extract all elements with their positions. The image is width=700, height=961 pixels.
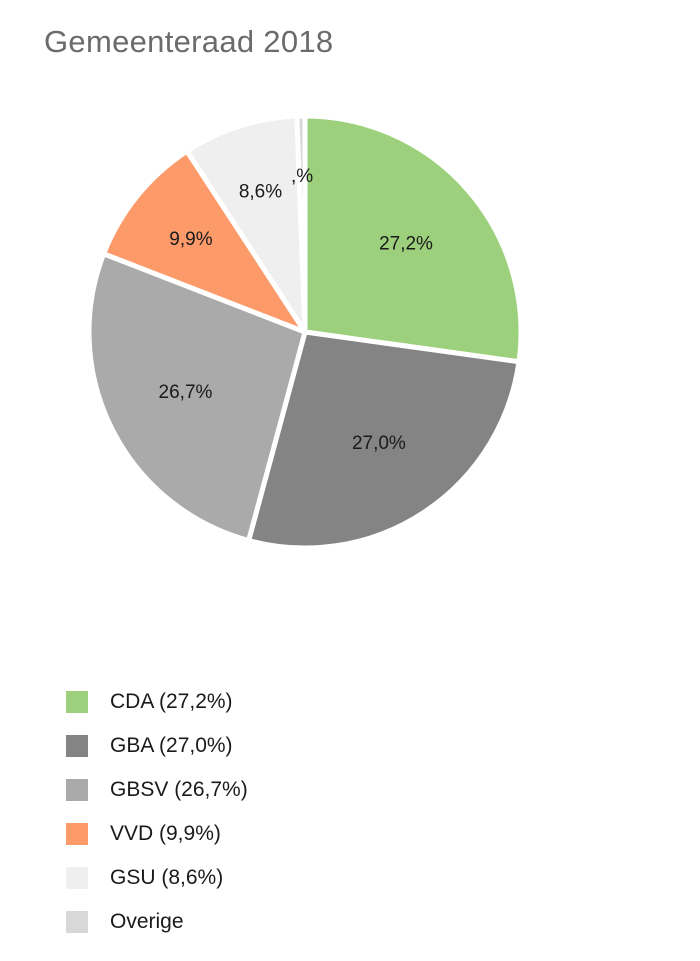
legend-label: GBA (27,0%) [110, 734, 233, 757]
legend-swatch [66, 735, 88, 757]
legend-item[interactable]: VVD (9,9%) [66, 812, 248, 856]
legend-label: GSU (8,6%) [110, 866, 224, 889]
legend-item[interactable]: CDA (27,2%) [66, 680, 248, 724]
legend-item[interactable]: GSU (8,6%) [66, 856, 248, 900]
pie-slice-cda[interactable] [302, 113, 524, 365]
legend-swatch [66, 779, 88, 801]
pie-chart: 27,2% 27,0% 26,7% 9,9% 8,6%,% [86, 113, 524, 551]
legend-swatch [66, 911, 88, 933]
chart-title: Gemeenteraad 2018 [44, 24, 334, 59]
pie-slice-gbsv[interactable] [86, 251, 308, 544]
slice-label-gbsv: 26,7% [159, 382, 213, 403]
pie-slice-vvd[interactable] [101, 148, 308, 335]
pie-slice-overige[interactable] [294, 113, 308, 335]
slice-label-gsu: 8,6% [239, 182, 282, 203]
legend-swatch [66, 823, 88, 845]
legend-swatch [66, 691, 88, 713]
legend-label: GBSV (26,7%) [110, 778, 248, 801]
legend-label: Overige [110, 910, 184, 933]
pie-slice-gba[interactable] [246, 329, 522, 551]
slice-label-vvd: 9,9% [169, 229, 212, 250]
legend-label: CDA (27,2%) [110, 690, 233, 713]
slice-label-gba: 27,0% [352, 433, 406, 454]
legend-item[interactable]: GBSV (26,7%) [66, 768, 248, 812]
slice-label-cda: 27,2% [379, 234, 433, 255]
legend: CDA (27,2%) GBA (27,0%) GBSV (26,7%) VVD (9… [66, 680, 248, 944]
legend-swatch [66, 867, 88, 889]
slice-label-overige: ,% [291, 166, 313, 187]
legend-label: VVD (9,9%) [110, 822, 221, 845]
pie-slice-gsu[interactable] [184, 113, 308, 335]
legend-item[interactable]: Overige [66, 900, 248, 944]
legend-item[interactable]: GBA (27,0%) [66, 724, 248, 768]
